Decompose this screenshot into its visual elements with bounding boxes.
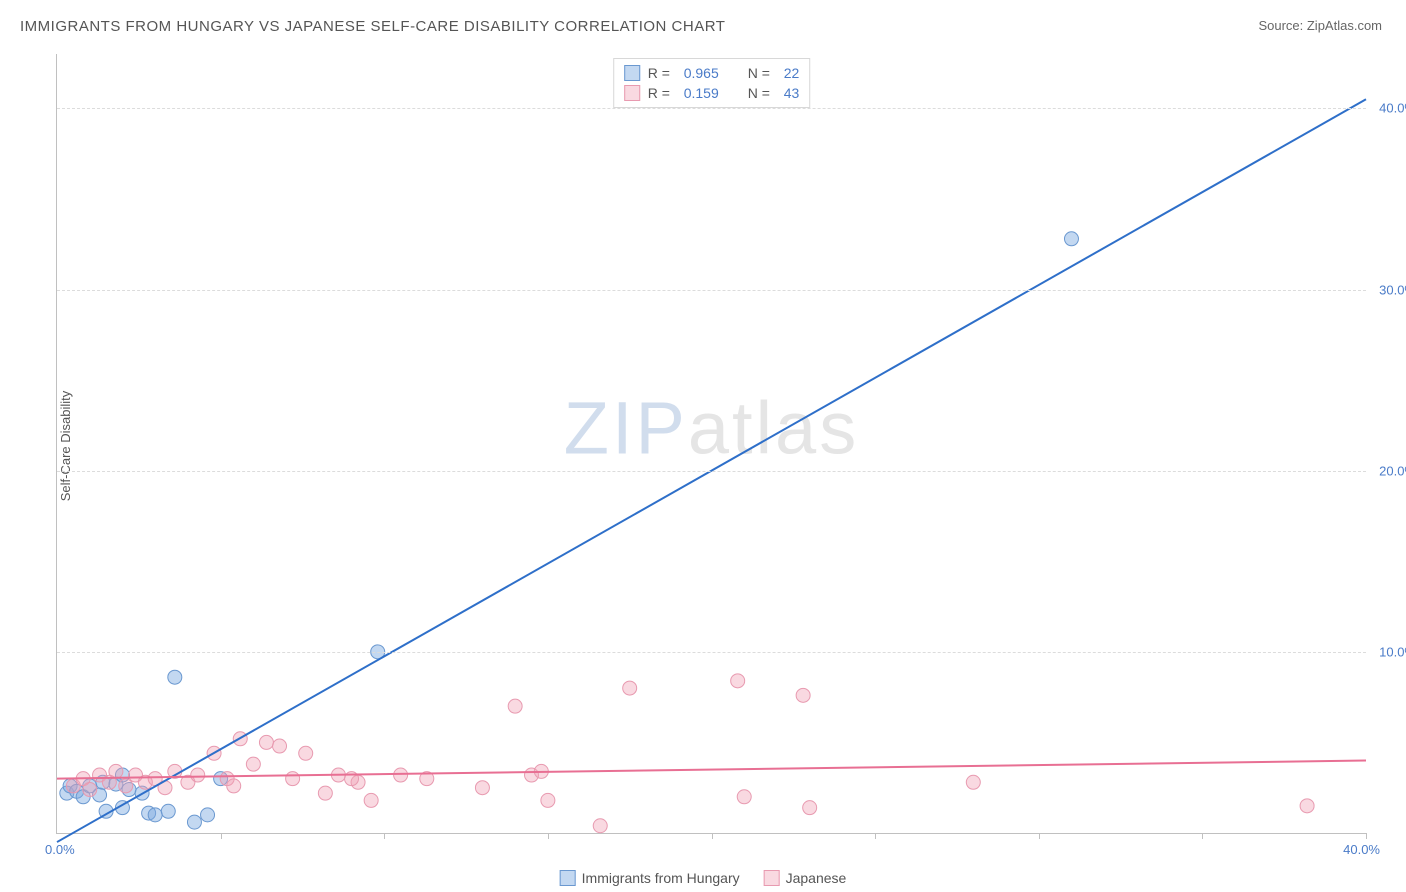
legend-series: Immigrants from Hungary Japanese [560, 870, 847, 886]
legend-swatch-icon [560, 870, 576, 886]
x-axis-min-label: 0.0% [45, 842, 75, 857]
legend-label: Japanese [786, 870, 847, 886]
legend-item: Immigrants from Hungary [560, 870, 740, 886]
y-tick-label: 20.0% [1379, 463, 1406, 478]
y-tick-label: 40.0% [1379, 101, 1406, 116]
plot-svg [57, 54, 1366, 833]
x-axis-max-label: 40.0% [1343, 842, 1380, 857]
plot-area: ZIPatlas R = 0.965 N = 22 R = 0.159 N = … [56, 54, 1366, 834]
chart-title: IMMIGRANTS FROM HUNGARY VS JAPANESE SELF… [20, 18, 725, 35]
y-tick-label: 10.0% [1379, 644, 1406, 659]
legend-label: Immigrants from Hungary [582, 870, 740, 886]
y-tick-label: 30.0% [1379, 282, 1406, 297]
legend-swatch-icon [764, 870, 780, 886]
legend-item: Japanese [764, 870, 847, 886]
source-attribution: Source: ZipAtlas.com [1258, 18, 1382, 33]
